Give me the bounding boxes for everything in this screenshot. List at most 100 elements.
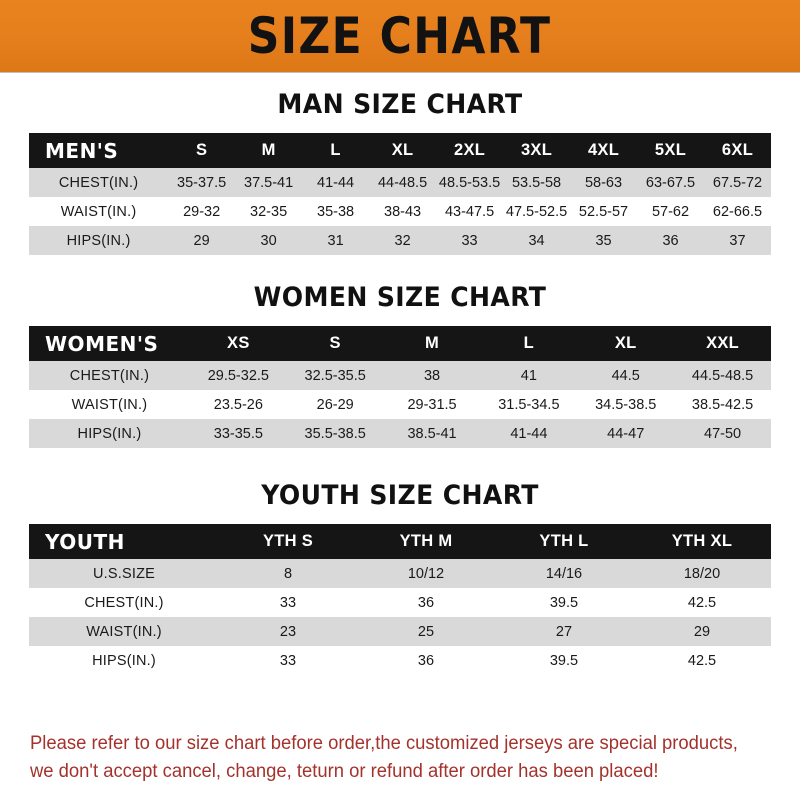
women-column-header-xs: XS: [227, 334, 250, 352]
women-row-label: CHEST(IN.): [69, 367, 150, 384]
table-cell: 38: [423, 367, 441, 384]
table-row: WAIST(IN.) 23.5-26 26-29 29-31.5 31.5-34.5 34…: [29, 390, 771, 419]
youth-row-label: HIPS(IN.): [92, 652, 156, 669]
table-row: WAIST(IN.) 23 25 27 29: [29, 617, 771, 646]
table-cell: 44.5-48.5: [691, 367, 754, 384]
table-cell: 52.5-57: [578, 203, 629, 220]
table-cell: 48.5-53.5: [438, 174, 501, 191]
section-title-man: MAN SIZE CHART: [277, 89, 523, 120]
women-size-table: WOMEN'S XS S M L XL XXL CHEST(IN.) 29.5-32.5 32.…: [29, 326, 771, 448]
youth-column-header-yth-m: YTH M: [399, 532, 453, 550]
order-policy-note-line-1: Please refer to our size chart before or…: [30, 733, 738, 754]
table-cell: 35-37.5: [177, 174, 227, 191]
table-cell: 36: [417, 594, 435, 611]
women-column-header-m: M: [425, 334, 440, 352]
table-cell: 35-38: [317, 203, 355, 220]
table-cell: 38.5-41: [407, 425, 457, 442]
women-table-head: WOMEN'S XS S M L XL XXL: [29, 326, 771, 361]
table-cell: 31.5-34.5: [498, 396, 560, 413]
man-size-table-wrap: MEN'S S M L XL 2XL 3XL 4XL 5XL 6XL CHEST(IN.) 35-3…: [29, 133, 771, 255]
table-cell: 33: [279, 594, 297, 611]
table-cell: 44-48.5: [377, 174, 428, 191]
table-header-row: MEN'S S M L XL 2XL 3XL 4XL 5XL 6XL: [29, 133, 771, 168]
table-cell: 42.5: [687, 652, 717, 669]
man-column-header-xl: XL: [391, 141, 414, 159]
youth-size-table: YOUTH YTH S YTH M YTH L YTH XL U.S.SIZE 8 10/1…: [29, 524, 771, 675]
table-cell: 41: [520, 367, 537, 384]
table-cell: 34.5-38.5: [595, 396, 657, 413]
table-cell: 23.5-26: [213, 396, 263, 413]
table-cell: 41-44: [510, 425, 548, 442]
table-cell: 35.5-38.5: [304, 425, 366, 442]
table-cell: 44.5: [611, 367, 640, 384]
table-row: WAIST(IN.) 29-32 32-35 35-38 38-43 43-47.5 47.…: [29, 197, 771, 226]
table-cell: 27: [555, 623, 573, 640]
women-column-header-s: S: [329, 334, 341, 352]
table-cell: 37: [729, 232, 746, 249]
table-cell: 35: [595, 232, 612, 249]
table-row: HIPS(IN.) 33-35.5 35.5-38.5 38.5-41 41-44 44-…: [29, 419, 771, 448]
page-title: SIZE CHART: [248, 7, 552, 65]
youth-row-label: WAIST(IN.): [86, 623, 162, 640]
table-cell: 33: [461, 232, 478, 249]
table-header-row: YOUTH YTH S YTH M YTH L YTH XL: [29, 524, 771, 559]
table-cell: 39.5: [549, 652, 579, 669]
table-cell: 30: [260, 232, 277, 249]
man-column-header-4xl: 4XL: [587, 141, 620, 159]
table-cell: 38.5-42.5: [691, 396, 754, 413]
man-row-label-header: MEN'S: [45, 138, 119, 163]
table-row: HIPS(IN.) 29 30 31 32 33 34 35 36 37: [29, 226, 771, 255]
table-cell: 36: [417, 652, 435, 669]
table-cell: 62-66.5: [712, 203, 763, 220]
man-column-header-l: L: [330, 141, 341, 159]
table-cell: 25: [417, 623, 435, 640]
table-cell: 10/12: [407, 565, 445, 582]
section-title-women: WOMEN SIZE CHART: [253, 282, 547, 313]
women-row-label-header: WOMEN'S: [45, 331, 159, 356]
table-cell: 67.5-72: [712, 174, 763, 191]
youth-column-header-yth-xl: YTH XL: [671, 532, 733, 550]
table-row: CHEST(IN.) 33 36 39.5 42.5: [29, 588, 771, 617]
table-cell: 29: [193, 232, 210, 249]
table-cell: 36: [662, 232, 679, 249]
women-size-table-wrap: WOMEN'S XS S M L XL XXL CHEST(IN.) 29.5-32.5 32.…: [29, 326, 771, 448]
table-cell: 38-43: [384, 203, 422, 220]
table-cell: 63-67.5: [645, 174, 696, 191]
table-cell: 31: [327, 232, 344, 249]
man-table-body: CHEST(IN.) 35-37.5 37.5-41 41-44 44-48.5 48.5…: [29, 168, 771, 255]
table-header-row: WOMEN'S XS S M L XL XXL: [29, 326, 771, 361]
youth-row-label: CHEST(IN.): [84, 594, 164, 611]
youth-row-label-header: YOUTH: [45, 529, 125, 554]
table-cell: 39.5: [549, 594, 579, 611]
table-cell: 44-47: [607, 425, 645, 442]
table-cell: 58-63: [584, 174, 623, 191]
youth-table-head: YOUTH YTH S YTH M YTH L YTH XL: [29, 524, 771, 559]
man-column-header-6xl: 6XL: [721, 141, 754, 159]
table-cell: 29-31.5: [407, 396, 457, 413]
page-header-banner: SIZE CHART: [0, 0, 800, 72]
table-cell: 47.5-52.5: [505, 203, 568, 220]
women-row-label: HIPS(IN.): [77, 425, 142, 442]
man-row-label: WAIST(IN.): [60, 203, 137, 220]
youth-column-header-yth-s: YTH S: [262, 532, 314, 550]
youth-column-header-yth-l: YTH L: [539, 532, 589, 550]
table-cell: 33-35.5: [213, 425, 263, 442]
table-cell: 18/20: [683, 565, 721, 582]
table-cell: 29.5-32.5: [207, 367, 269, 384]
table-cell: 47-50: [704, 425, 742, 442]
table-cell: 32.5-35.5: [304, 367, 366, 384]
man-table-head: MEN'S S M L XL 2XL 3XL 4XL 5XL 6XL: [29, 133, 771, 168]
man-column-header-s: S: [195, 141, 208, 159]
table-row: U.S.SIZE 8 10/12 14/16 18/20: [29, 559, 771, 588]
table-cell: 33: [279, 652, 297, 669]
table-cell: 41-44: [317, 174, 355, 191]
man-column-header-3xl: 3XL: [520, 141, 553, 159]
table-cell: 29: [693, 623, 711, 640]
table-cell: 8: [283, 565, 293, 582]
table-cell: 29-32: [183, 203, 221, 220]
man-row-label: HIPS(IN.): [66, 232, 131, 249]
man-column-header-m: M: [261, 141, 276, 159]
table-cell: 57-62: [651, 203, 690, 220]
table-cell: 34: [528, 232, 545, 249]
table-row: HIPS(IN.) 33 36 39.5 42.5: [29, 646, 771, 675]
